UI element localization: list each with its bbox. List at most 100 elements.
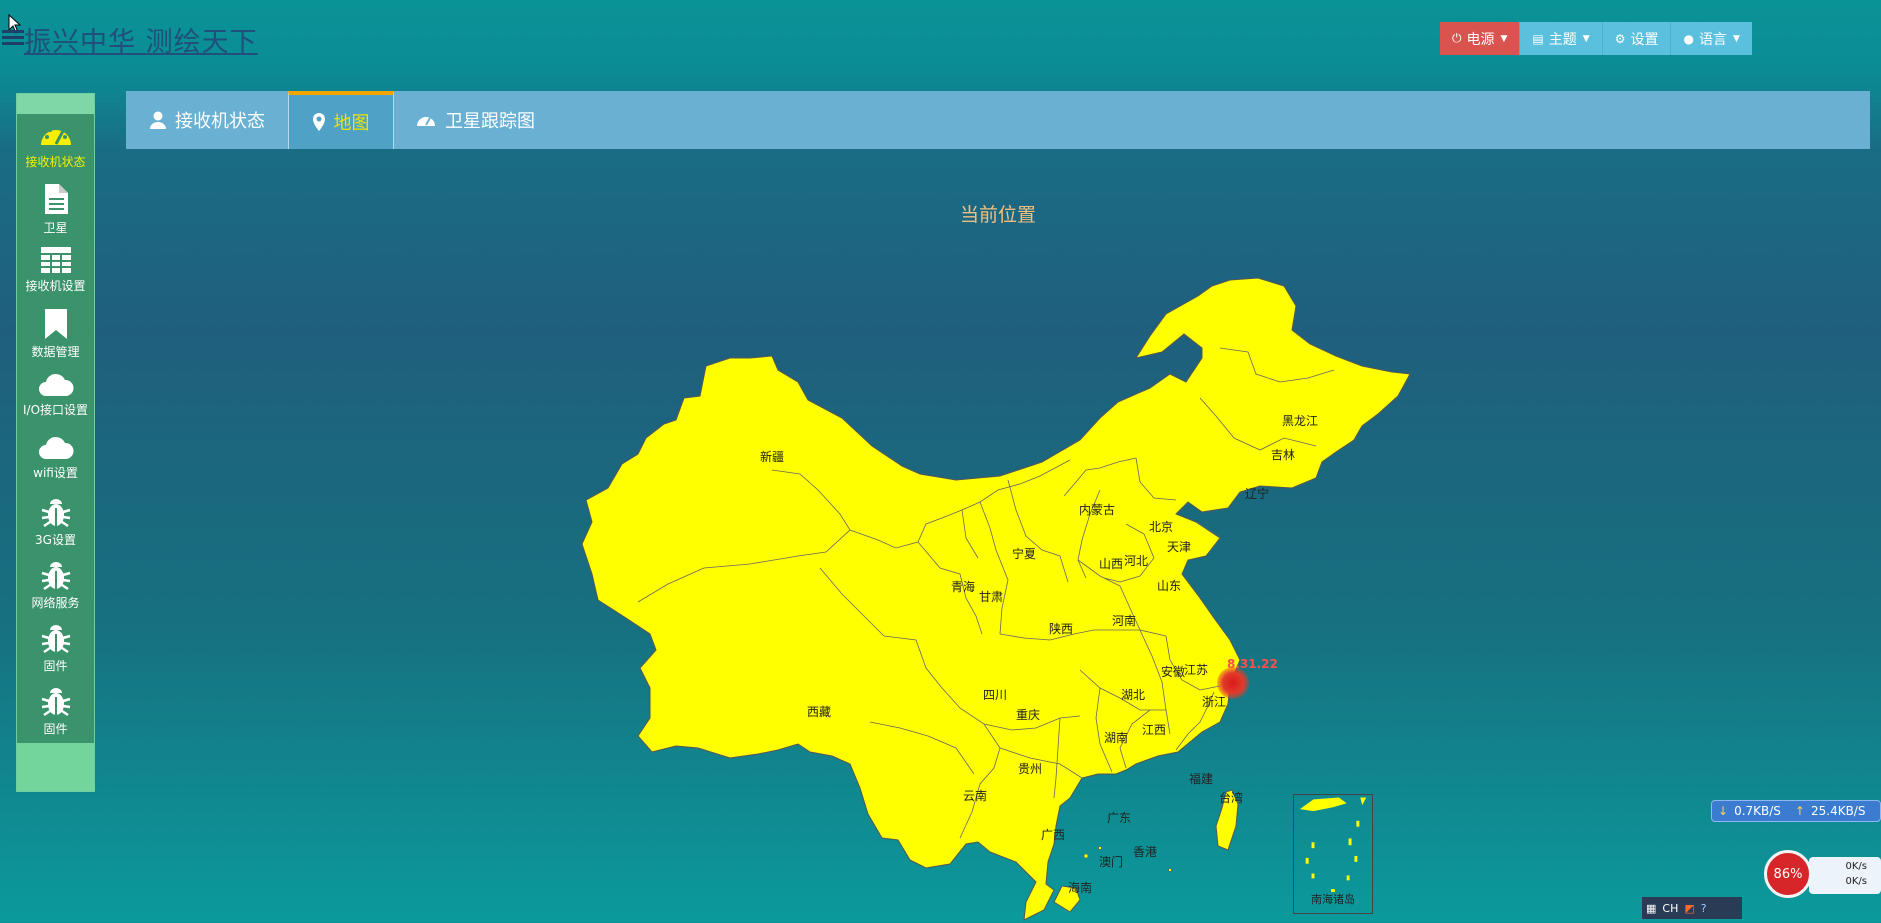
power-button[interactable]: ⏻ 电源 ▼ bbox=[1440, 22, 1520, 55]
sidebar-header bbox=[17, 94, 94, 114]
province-label: 山西 bbox=[1099, 557, 1124, 571]
top-toolbar: ⏻ 电源 ▼ ▤ 主题 ▼ ⚙ 设置 ● 语言 ▼ bbox=[1440, 22, 1752, 55]
ime-tray[interactable]: ▦ CH ◩ ? bbox=[1642, 897, 1742, 919]
inset-label: 南海诸岛 bbox=[1311, 893, 1355, 906]
dashboard-icon bbox=[416, 112, 436, 128]
sidebar-item-label: 卫星 bbox=[43, 221, 68, 235]
province-label: 江苏 bbox=[1184, 663, 1209, 677]
china-map[interactable] bbox=[580, 278, 1420, 923]
settings-label: 设置 bbox=[1630, 31, 1659, 48]
user-icon bbox=[150, 111, 166, 129]
keyboard-icon: ▦ bbox=[1646, 901, 1657, 915]
position-marker[interactable] bbox=[1217, 667, 1249, 699]
province-label: 澳门 bbox=[1099, 855, 1124, 869]
tab-receiver-status[interactable]: 接收机状态 bbox=[150, 91, 265, 149]
arrow-down-icon: ↓ bbox=[1718, 804, 1729, 818]
tab-bar: 接收机状态 地图 卫星跟踪图 bbox=[126, 91, 1870, 149]
province-label: 新疆 bbox=[760, 450, 785, 464]
province-label: 湖北 bbox=[1121, 688, 1146, 702]
sidebar-item-receiver-status[interactable]: 接收机状态 bbox=[17, 120, 94, 170]
theme-button[interactable]: ▤ 主题 ▼ bbox=[1519, 22, 1602, 55]
province-borders bbox=[637, 347, 1335, 839]
province-label: 贵州 bbox=[1018, 762, 1043, 776]
sidebar-item-satellite[interactable]: 卫星 bbox=[17, 182, 94, 236]
province-label: 宁夏 bbox=[1012, 547, 1037, 561]
sidebar-item-io-settings[interactable]: I/O接口设置 bbox=[17, 372, 94, 418]
province-label: 云南 bbox=[963, 789, 988, 803]
gear-icon: ⚙ bbox=[1614, 31, 1626, 46]
arrow-up-icon: ↑ bbox=[1794, 804, 1805, 818]
accelerator-ball[interactable]: 86% bbox=[1764, 850, 1812, 898]
province-label: 西藏 bbox=[807, 705, 832, 719]
china-outline bbox=[581, 278, 1411, 921]
province-label: 陕西 bbox=[1049, 622, 1074, 636]
speed-down-value: 0K/s bbox=[1845, 876, 1868, 887]
sidebar-item-wifi-settings[interactable]: wifi设置 bbox=[17, 435, 94, 481]
south-china-sea-inset bbox=[1293, 794, 1373, 914]
map-title: 当前位置 bbox=[959, 204, 1036, 226]
help-icon: ? bbox=[1700, 901, 1707, 915]
sidebar-item-firmware[interactable]: 固件 bbox=[17, 622, 94, 674]
menu-toggle-icon[interactable] bbox=[2, 30, 24, 46]
ime-icon: ◩ bbox=[1684, 901, 1695, 915]
language-button[interactable]: ● 语言 ▼ bbox=[1670, 22, 1752, 55]
province-label: 四川 bbox=[983, 688, 1008, 702]
province-label: 海南 bbox=[1068, 881, 1093, 895]
sidebar-item-label: 数据管理 bbox=[31, 345, 80, 359]
sidebar-item-label: 网络服务 bbox=[31, 596, 80, 610]
sidebar-item-3g-settings[interactable]: 3G设置 bbox=[17, 496, 94, 548]
globe-icon: ● bbox=[1683, 31, 1694, 46]
sidebar-item-label: 接收机状态 bbox=[25, 155, 86, 169]
theme-label: 主题 bbox=[1548, 31, 1577, 48]
province-label: 黑龙江 bbox=[1282, 414, 1319, 428]
tab-label: 卫星跟踪图 bbox=[445, 111, 535, 132]
province-label: 香港 bbox=[1133, 845, 1158, 859]
coast-islands bbox=[1083, 846, 1172, 872]
province-label: 吉林 bbox=[1271, 448, 1296, 462]
hainan-outline bbox=[1053, 885, 1081, 913]
upload-speed: 25.4KB/S bbox=[1810, 804, 1866, 818]
tray-lang: CH bbox=[1662, 901, 1679, 915]
sidebar-item-label: I/O接口设置 bbox=[22, 403, 89, 417]
province-label: 北京 bbox=[1149, 520, 1174, 534]
tab-label: 接收机状态 bbox=[175, 111, 265, 132]
map-marker-icon bbox=[312, 113, 325, 131]
province-label: 山东 bbox=[1157, 579, 1182, 593]
province-label: 安徽 bbox=[1161, 665, 1186, 679]
province-label: 青海 bbox=[951, 580, 976, 594]
speed-up-value: 0K/s bbox=[1845, 861, 1868, 872]
file-icon bbox=[44, 184, 68, 214]
language-label: 语言 bbox=[1698, 31, 1727, 48]
ball-percent: 86% bbox=[1773, 866, 1803, 882]
bug-icon bbox=[41, 625, 70, 654]
province-label: 甘肃 bbox=[979, 590, 1004, 604]
sidebar: 接收机状态 卫星 接收机设置 数据管理 I/O接口设置 bbox=[16, 93, 95, 792]
tab-satellite-tracking[interactable]: 卫星跟踪图 bbox=[416, 91, 535, 149]
sidebar-item-firmware-2[interactable]: 固件 bbox=[17, 685, 94, 737]
tab-map[interactable]: 地图 bbox=[288, 91, 394, 149]
speed-widget[interactable]: 0K/s 0K/s bbox=[1809, 857, 1881, 894]
sidebar-item-network-service[interactable]: 网络服务 bbox=[17, 559, 94, 611]
position-marker-label: 8.31.22 bbox=[1227, 657, 1278, 671]
sidebar-item-label: 固件 bbox=[43, 722, 68, 736]
sidebar-item-receiver-settings[interactable]: 接收机设置 bbox=[17, 246, 94, 294]
brand-title[interactable]: 振兴中华 测绘天下 bbox=[24, 27, 258, 58]
network-speed-bar[interactable]: ↓ 0.7KB/S ↑ 25.4KB/S bbox=[1711, 800, 1881, 822]
bug-icon bbox=[41, 688, 70, 717]
dashboard-icon bbox=[40, 125, 71, 145]
province-label: 福建 bbox=[1189, 772, 1214, 786]
download-speed: 0.7KB/S bbox=[1734, 804, 1781, 818]
province-label: 江西 bbox=[1142, 723, 1167, 737]
province-label: 台湾 bbox=[1219, 791, 1244, 805]
province-label: 广西 bbox=[1041, 828, 1066, 842]
tab-label: 地图 bbox=[333, 113, 370, 134]
caret-down-icon: ▼ bbox=[1582, 33, 1590, 44]
sidebar-footer bbox=[17, 743, 94, 791]
sidebar-item-data-management[interactable]: 数据管理 bbox=[17, 308, 94, 360]
table-icon bbox=[40, 247, 71, 273]
province-label: 湖南 bbox=[1104, 731, 1129, 745]
province-label: 重庆 bbox=[1016, 708, 1041, 722]
settings-button[interactable]: ⚙ 设置 bbox=[1601, 22, 1671, 55]
cloud-icon bbox=[38, 436, 74, 459]
sidebar-item-label: 固件 bbox=[43, 659, 68, 673]
